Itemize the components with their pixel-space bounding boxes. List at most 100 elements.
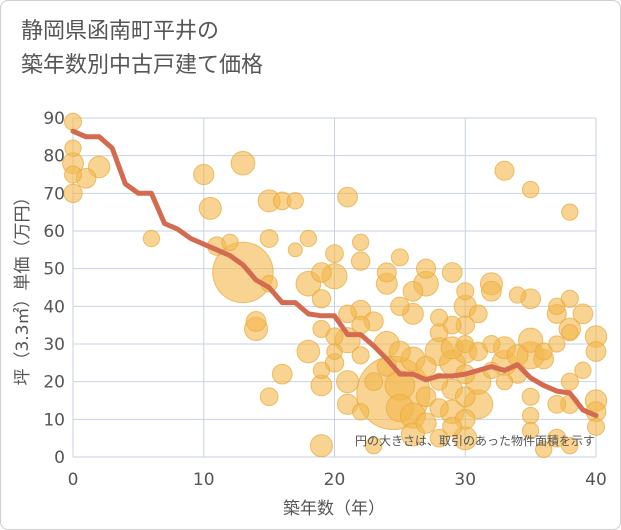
bubble-point [574,361,592,380]
bubble-point [561,324,579,342]
bubble-point [311,289,332,309]
bubble-point [364,372,384,392]
bubble-point [311,262,332,283]
y-tick-label: 60 [43,222,65,242]
bubble-point [548,335,566,353]
bubble-point [561,437,579,455]
bubble-point [442,416,463,437]
bubble-point [456,334,475,354]
trend-line [70,128,599,419]
bubble-point [350,251,371,271]
bubble-point [259,229,279,248]
bubble-point [481,280,502,302]
bubble-point [508,286,527,304]
bubble-point [535,440,553,459]
bubble-point [430,308,449,327]
bubble-point [547,394,567,414]
bubble-point [312,361,331,380]
bubble-point [64,139,82,157]
x-tick-label: 0 [68,470,79,490]
bubble-point [521,421,540,440]
bubble-point [429,398,449,418]
bubble-point [521,387,540,406]
bubble-point [198,196,222,220]
bubble-point [63,183,83,204]
title-line-1: 静岡県函南町平井の [21,19,220,44]
bubble-point [586,417,606,436]
bubble-point [338,304,357,324]
bubble-point [560,289,579,308]
bubble-point [521,406,540,425]
x-axis-label: 築年数（年） [283,499,385,519]
bubble-point [456,282,475,301]
bubble-point [561,203,579,221]
y-tick-label: 90 [43,109,65,129]
bubble-series [62,112,608,459]
bubble-point [63,112,83,131]
bubble-point [415,386,437,408]
bubble-point [299,229,318,248]
x-tick-label: 10 [193,470,215,490]
bubble-point [351,346,370,365]
y-tick-label: 40 [43,297,65,317]
bubble-point [336,370,360,394]
bubble-point [271,363,293,385]
chart-title: 静岡県函南町平井の 築年数別中古戸建て価格 [21,15,263,83]
bubble-point [296,339,321,364]
bubble-point [534,342,553,361]
bubble-point [193,163,215,186]
bubble-point [63,165,83,184]
bubble-point [309,434,333,458]
bubble-point [521,180,540,199]
bubble-point [572,303,594,325]
bubble-point [468,304,488,324]
x-tick-label: 40 [585,470,607,490]
bubble-point [585,341,607,362]
bubble-point [142,229,161,248]
bubble-point [441,262,463,283]
bubble-point [454,386,476,408]
size-note: 円の大きさは、取引のあった物件面積を示す [355,433,595,448]
title-line-2: 築年数別中古戸建て価格 [21,53,264,78]
bubble-point [351,403,370,421]
bubble-point [351,315,371,335]
y-tick-label: 80 [43,147,65,167]
x-tick-label: 30 [454,470,476,490]
bubble-point [337,186,358,208]
bubble-point [245,311,267,332]
bubble-point [494,160,515,181]
bubble-point [548,297,566,316]
bubble-point [221,233,239,251]
bubble-point [325,244,344,263]
bubble-point [286,192,304,210]
bubble-point [402,280,424,302]
bubble-point [390,296,410,317]
bubble-point [376,262,397,283]
y-tick-labels: 0 10 20 30 40 50 60 70 80 90 [43,109,65,468]
bubble-point [325,327,344,346]
y-tick-label: 50 [43,260,65,280]
y-tick-label: 10 [43,410,65,430]
bubble-point [230,150,256,176]
bubble-point [415,258,437,279]
bubble-point [388,340,411,363]
bubble-point [495,372,514,391]
x-tick-label: 20 [324,470,346,490]
y-axis-label: 坪（3.3㎡）単価（万円） [13,188,33,385]
y-tick-label: 20 [43,373,65,393]
y-tick-label: 0 [54,448,65,468]
x-tick-labels: 0 10 20 30 40 [68,470,607,490]
bubble-point [429,428,449,448]
bubble-point [351,233,370,251]
bubble-point [482,334,501,354]
bubble-point [365,437,383,455]
bubble-point [326,343,343,360]
bubble-point [415,355,437,378]
bubble-point [415,412,437,434]
y-tick-label: 70 [43,184,65,204]
bubble-point [560,372,579,391]
bubble-point [259,387,279,407]
y-tick-label: 30 [43,335,65,355]
